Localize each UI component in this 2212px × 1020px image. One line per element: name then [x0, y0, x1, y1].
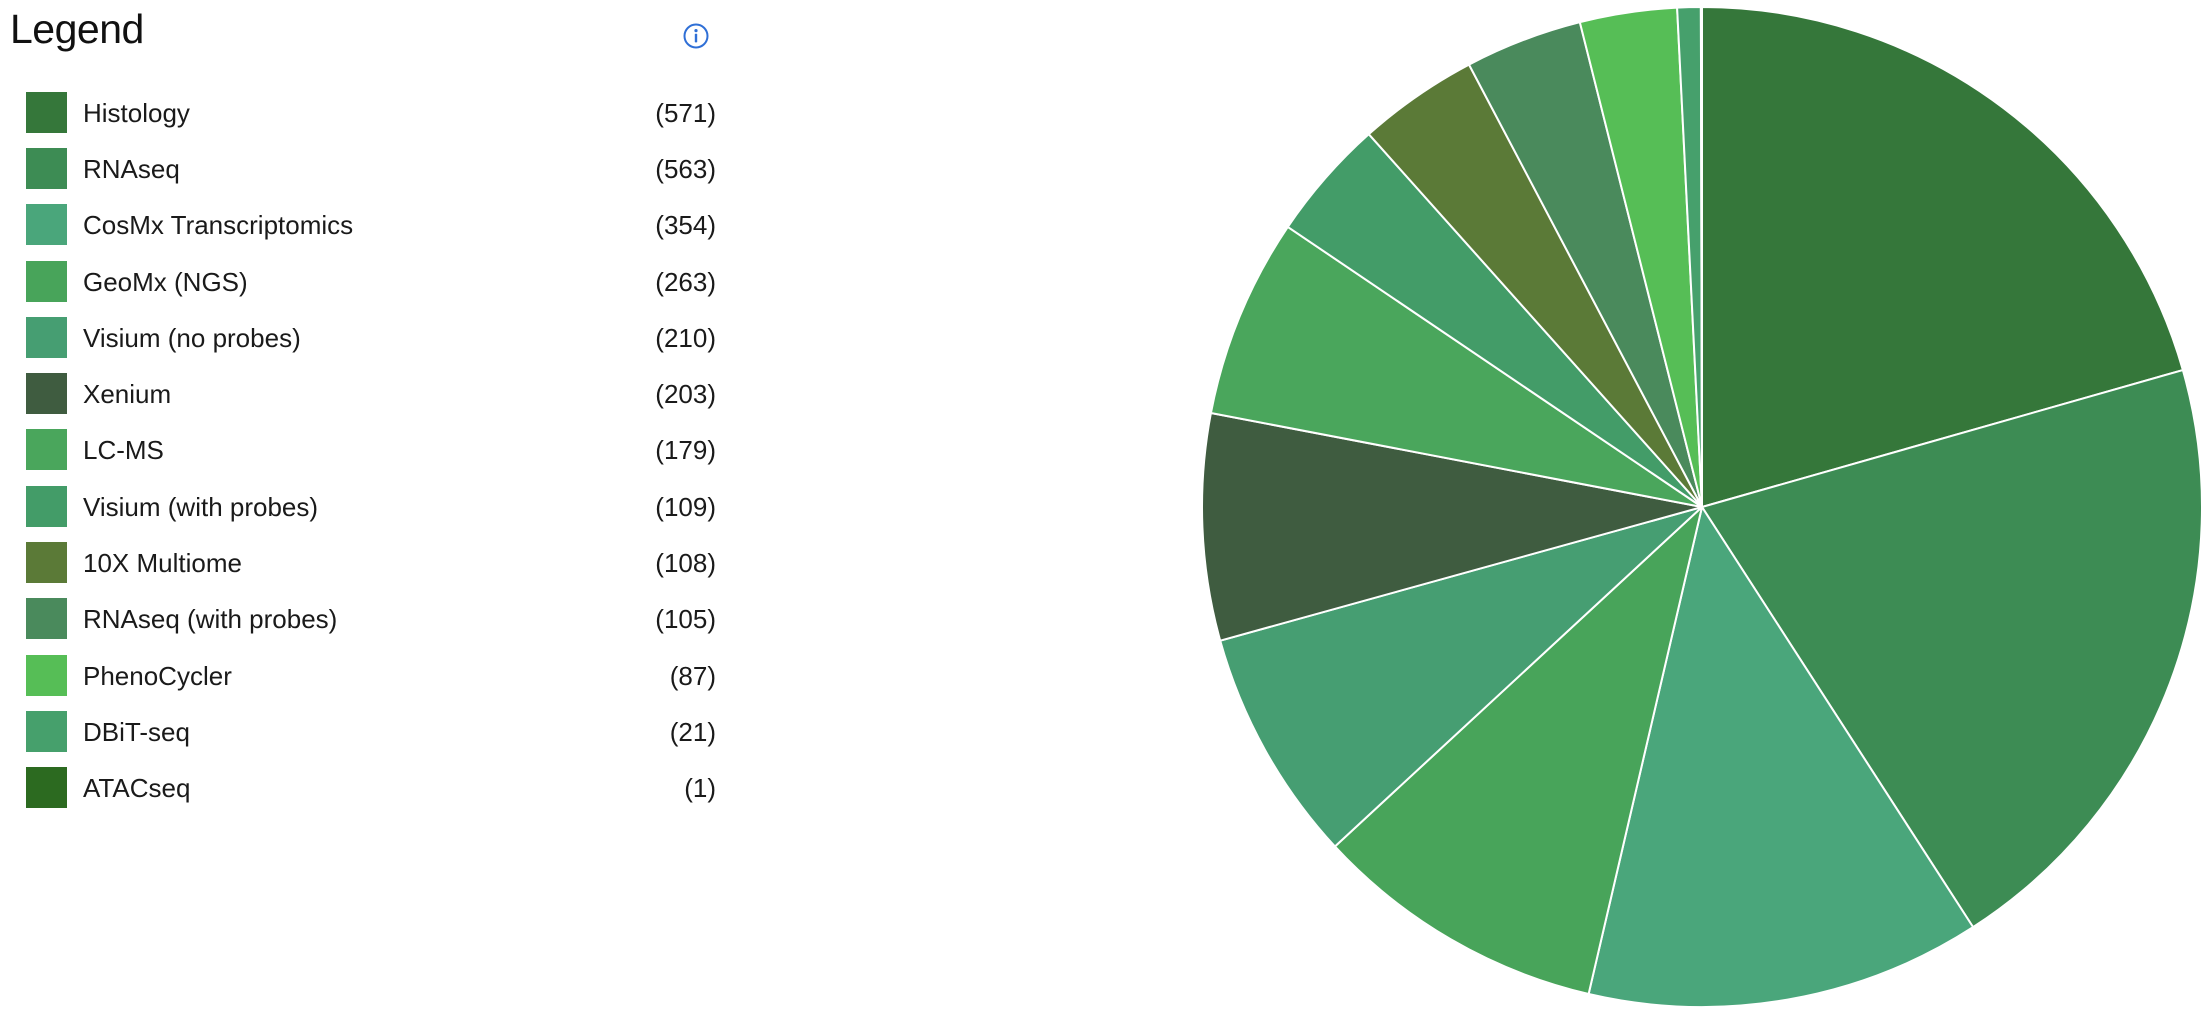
legend-swatch	[26, 316, 67, 358]
legend-swatch	[26, 485, 67, 527]
legend-item-dbit-seq[interactable]: DBiT-seq (21)	[26, 704, 716, 760]
legend-label: LC-MS	[83, 435, 164, 466]
legend-label: Xenium	[83, 379, 172, 410]
legend-item-xenium[interactable]: Xenium (203)	[26, 366, 716, 422]
pie-slice-lc-ms[interactable]	[1209, 225, 1703, 508]
legend-count: (1)	[684, 773, 716, 804]
legend-item-rnaseq-with-probes[interactable]: RNAseq (with probes) (105)	[26, 592, 716, 648]
legend-item-atacseq[interactable]: ATACseq (1)	[26, 761, 716, 817]
legend-swatch	[26, 654, 67, 696]
info-icon[interactable]	[682, 22, 710, 50]
pie-slice-histology[interactable]	[1701, 6, 2184, 508]
legend-swatch	[26, 260, 67, 302]
legend-swatch	[26, 598, 67, 640]
legend-item-visium-with-probes[interactable]: Visium (with probes) (109)	[26, 479, 716, 535]
legend-swatch	[26, 147, 67, 189]
pie-slice-rnaseq[interactable]	[1701, 369, 2203, 929]
legend-item-lc-ms[interactable]: LC-MS (179)	[26, 423, 716, 479]
legend-label: DBiT-seq	[83, 716, 190, 747]
legend-label: Visium (with probes)	[83, 491, 319, 522]
legend-label: PhenoCycler	[83, 660, 232, 691]
legend-item-histology[interactable]: Histology (571)	[26, 85, 716, 141]
pie-slice-geomx-ngs[interactable]	[1333, 506, 1703, 995]
legend-item-phenocycler[interactable]: PhenoCycler (87)	[26, 648, 716, 704]
legend-item-visium-no-probes[interactable]: Visium (no probes) (210)	[26, 310, 716, 366]
legend-swatch	[26, 710, 67, 752]
legend-label: CosMx Transcriptomics	[83, 210, 354, 241]
pie-chart	[1201, 5, 2203, 1008]
legend-count: (203)	[655, 379, 716, 410]
legend-swatch	[26, 373, 67, 415]
legend-swatch	[26, 429, 67, 471]
legend-list: Histology (571) RNAseq (563) CosMx Trans…	[26, 85, 716, 817]
legend-label: Histology	[83, 97, 190, 128]
legend-count: (354)	[655, 210, 716, 241]
legend-label: RNAseq	[83, 153, 180, 184]
legend-item-cosmx-transcriptomics[interactable]: CosMx Transcriptomics (354)	[26, 198, 716, 254]
legend-label: Visium (no probes)	[83, 322, 301, 353]
pie-slice-atacseq[interactable]	[1699, 5, 1703, 508]
pie-slice-cosmx-transcriptomics[interactable]	[1587, 506, 1975, 1008]
legend-count: (21)	[669, 716, 716, 747]
pie-slice-visium-no-probes[interactable]	[1219, 506, 1703, 848]
legend-item-geomx-ngs[interactable]: GeoMx (NGS) (263)	[26, 254, 716, 310]
legend-count: (108)	[655, 548, 716, 579]
legend-count: (210)	[655, 322, 716, 353]
legend-swatch	[26, 542, 67, 584]
legend-label: RNAseq (with probes)	[83, 604, 338, 635]
pie-slice-xenium[interactable]	[1201, 412, 1703, 642]
legend-swatch	[26, 204, 67, 246]
legend-count: (87)	[669, 660, 716, 691]
legend-label: ATACseq	[83, 773, 191, 804]
legend-count: (263)	[655, 266, 716, 297]
legend-count: (563)	[655, 153, 716, 184]
legend-swatch	[26, 91, 67, 133]
legend-label: 10X Multiome	[83, 548, 242, 579]
legend-count: (109)	[655, 491, 716, 522]
legend-count: (105)	[655, 604, 716, 635]
legend-label: GeoMx (NGS)	[83, 266, 248, 297]
legend-count: (179)	[655, 435, 716, 466]
legend-count: (571)	[655, 97, 716, 128]
legend-panel: Legend Histology (571) RNAseq (563) CosM…	[10, 0, 716, 1020]
legend-item-10x-multiome[interactable]: 10X Multiome (108)	[26, 535, 716, 591]
legend-item-rnaseq[interactable]: RNAseq (563)	[26, 141, 716, 197]
legend-title: Legend	[10, 6, 144, 52]
legend-swatch	[26, 767, 67, 809]
